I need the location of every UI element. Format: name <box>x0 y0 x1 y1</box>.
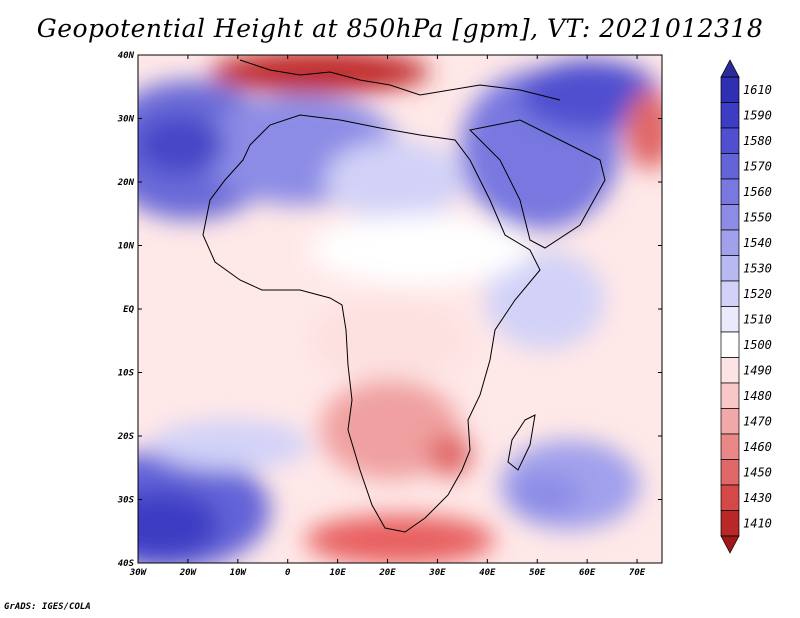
africa-coastline <box>202 114 541 533</box>
colorbar-label: 1480 <box>743 389 772 403</box>
colorbar-swatch <box>720 484 740 511</box>
lon-label: 20W <box>179 568 198 578</box>
colorbar-swatch <box>720 102 740 129</box>
colorbar-label: 1460 <box>743 440 772 454</box>
colorbar-label: 1560 <box>743 185 772 199</box>
colorbar-swatch <box>720 331 740 358</box>
lon-axis: 30W 20W 10W 0 10E 20E 30E 40E 50E 60E 70E <box>129 55 646 578</box>
colorbar-label: 1520 <box>743 287 772 301</box>
colorbar-swatch <box>720 433 740 460</box>
lat-axis: 40N 30N 20N 10N EQ 10S 20S 30S 40S <box>117 51 662 569</box>
colorbar-swatch <box>720 408 740 435</box>
colorbar-swatch <box>720 459 740 486</box>
colorbar-label: 1550 <box>743 210 772 224</box>
colorbar-swatch <box>720 357 740 384</box>
lon-label: 10E <box>329 568 346 578</box>
colorbar-label: 1450 <box>743 465 772 479</box>
colorbar-swatch <box>720 510 740 537</box>
lat-label: 10N <box>118 242 135 252</box>
lat-label: 30N <box>117 115 135 125</box>
map-title: Geopotential Height at 850hPa [gpm], VT:… <box>36 14 764 43</box>
lon-label: 30W <box>129 568 148 578</box>
colorbar-swatch <box>720 127 740 154</box>
colorbar-label: 1590 <box>743 108 772 122</box>
colorbar-min-arrow <box>720 535 740 554</box>
colorbar-swatch <box>720 306 740 333</box>
colorbar-label: 1490 <box>743 363 772 377</box>
colorbar-swatch <box>720 280 740 307</box>
colorbar-label: 1410 <box>743 516 772 530</box>
height-field <box>138 55 662 563</box>
colorbar-swatch <box>720 229 740 256</box>
colorbar-swatch <box>720 255 740 282</box>
colorbar-swatch <box>720 382 740 409</box>
colorbar-swatch <box>720 153 740 180</box>
lat-label: 20S <box>117 432 135 442</box>
lon-label: 10W <box>230 568 248 578</box>
colorbar-label: 1430 <box>743 491 772 505</box>
colorbar-label: 1570 <box>743 159 772 173</box>
lat-label: 20N <box>117 178 135 188</box>
lon-label: 20E <box>378 568 396 578</box>
lon-label: 60E <box>579 568 596 578</box>
lat-label: 40S <box>118 559 135 569</box>
madagascar-coastline <box>507 414 536 471</box>
colorbar-label: 1510 <box>743 312 772 326</box>
colorbar-label: 1610 <box>743 83 772 97</box>
colorbar-max-arrow <box>720 59 740 78</box>
colorbar-label: 1500 <box>743 338 772 352</box>
colorbar-label: 1580 <box>743 134 772 148</box>
lat-label: 40N <box>118 51 135 61</box>
colorbar-swatch <box>720 204 740 231</box>
lon-label: 0 <box>285 568 291 578</box>
lat-label: 30S <box>117 496 135 506</box>
lat-label: 10S <box>118 369 135 379</box>
colorbar-label: 1530 <box>743 261 772 275</box>
lon-label: 30E <box>428 568 446 578</box>
colorbar-swatch <box>720 76 740 103</box>
colorbar-label: 1470 <box>743 414 772 428</box>
lon-label: 40E <box>479 568 496 578</box>
lon-label: 70E <box>629 568 646 578</box>
colorbar-swatch <box>720 178 740 205</box>
colorbar-label: 1540 <box>743 236 772 250</box>
lat-label: EQ <box>123 305 134 315</box>
grads-credit: GrADS: IGES/COLA <box>4 602 91 612</box>
europe-coastline <box>239 59 561 101</box>
colorbar: 1610 1590 1580 1570 1560 1550 1540 1530 1520 1510… <box>720 59 772 554</box>
arabia-coastline <box>468 119 606 249</box>
lon-label: 50E <box>529 568 546 578</box>
coastlines <box>202 59 606 533</box>
